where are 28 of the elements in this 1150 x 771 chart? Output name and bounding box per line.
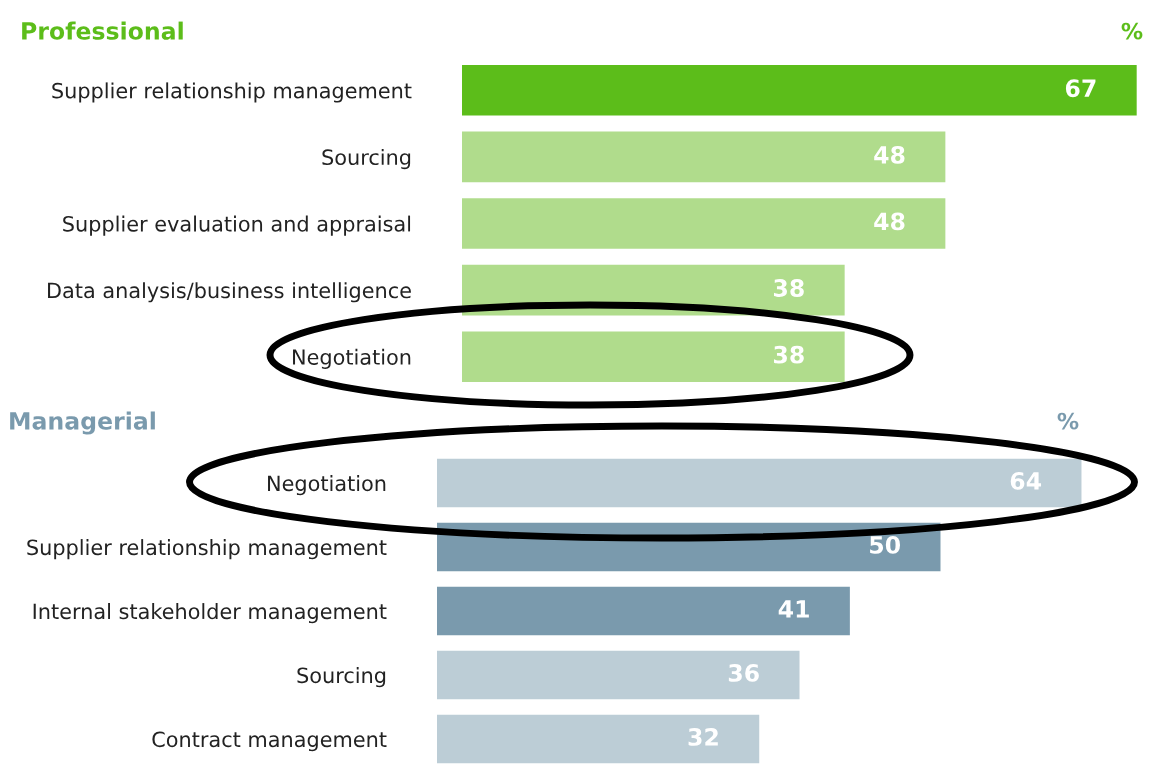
data-label: 48 — [874, 212, 905, 231]
y-tick-label: Data analysis/business intelligence — [48, 282, 411, 303]
x-axis-title: % — [1057, 412, 1079, 430]
y-tick-label: Contract management — [152, 731, 387, 752]
y-tick-label: Negotiation — [293, 348, 411, 369]
data-label: 64 — [1010, 472, 1042, 490]
data-label: 36 — [728, 663, 759, 682]
bar — [437, 650, 800, 700]
y-tick-label: Supplier relationship management — [27, 539, 387, 560]
bar — [437, 586, 850, 636]
data-label: 38 — [774, 345, 804, 364]
y-tick-label: Negotiation — [268, 475, 386, 496]
data-label: 50 — [870, 535, 901, 554]
y-tick-label: Internal stakeholder management — [33, 603, 387, 624]
data-label: 38 — [774, 279, 804, 297]
data-label: 48 — [874, 145, 905, 164]
text: Managerial — [10, 411, 155, 435]
text: Professional — [22, 21, 183, 40]
bar — [437, 458, 1082, 508]
bar — [437, 714, 760, 764]
x-axis-title: % — [1121, 22, 1143, 40]
y-tick-label: Supplier evaluation and appraisal — [63, 215, 411, 236]
data-label: 32 — [688, 727, 718, 746]
y-tick-label: Sourcing — [322, 148, 411, 170]
data-label: 41 — [778, 600, 809, 618]
y-tick-label: Sourcing — [297, 667, 386, 688]
data-label: 67 — [1065, 79, 1096, 98]
y-tick-label: Supplier relationship management — [52, 82, 412, 103]
